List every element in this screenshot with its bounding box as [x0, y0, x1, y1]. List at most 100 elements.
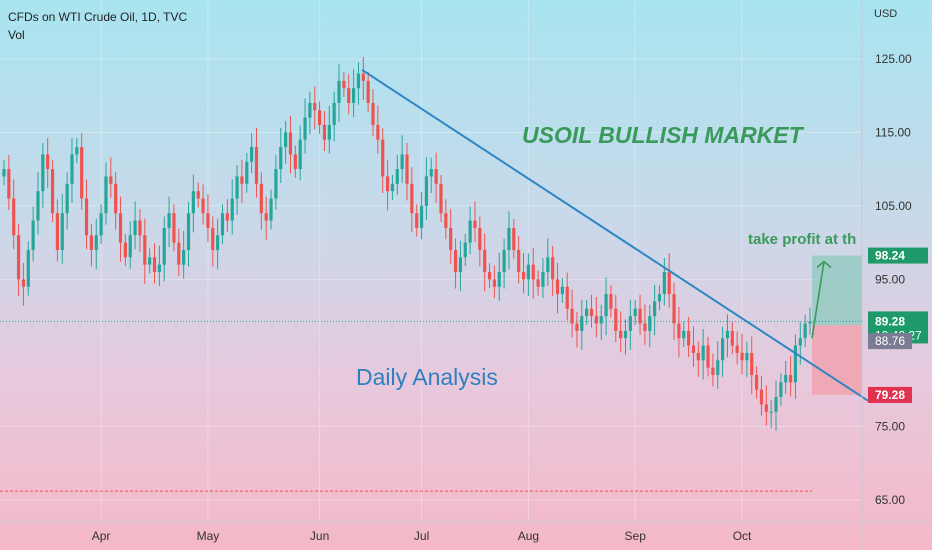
target-arrow-shaft: [811, 261, 825, 339]
candle-body: [313, 102, 317, 111]
trade-zones: [812, 255, 862, 395]
candle-body: [332, 102, 336, 125]
candle-body: [75, 147, 79, 155]
candle-body: [351, 88, 356, 103]
candle-body: [468, 220, 472, 243]
headline-annotation: USOIL BULLISH MARKET: [522, 122, 803, 148]
currency-label: USD: [874, 8, 898, 20]
candle-body: [12, 198, 16, 236]
subtitle-annotation: Daily Analysis: [356, 364, 498, 390]
x-tick-label: Jul: [414, 529, 429, 543]
candle-body: [546, 257, 550, 273]
candle-body: [541, 272, 545, 287]
candle-body: [225, 213, 229, 221]
candle-body: [458, 257, 463, 273]
candle-body: [347, 88, 351, 103]
volume-label: Vol: [8, 28, 25, 42]
candle-body: [279, 147, 283, 170]
candle-body: [682, 330, 686, 339]
candle-body: [580, 316, 584, 331]
x-tick-label: Sep: [625, 529, 647, 543]
candle-body: [507, 227, 511, 250]
candle-body: [565, 286, 569, 309]
candle-body: [759, 389, 764, 405]
candle-body: [41, 154, 45, 192]
x-tick-label: Jun: [310, 529, 329, 543]
price-tag-stop-bg: [868, 386, 912, 403]
candle-body: [483, 249, 487, 273]
candle-body: [293, 154, 297, 170]
candle-body: [764, 404, 768, 412]
candle-body: [721, 338, 725, 361]
candle-body: [191, 191, 195, 214]
candle-body: [526, 264, 530, 280]
levels: [0, 320, 862, 492]
candle-body: [182, 249, 186, 265]
candle-body: [366, 80, 370, 103]
candle-body: [687, 330, 691, 346]
candle-body: [123, 242, 127, 258]
candle-body: [570, 308, 574, 324]
candle-body: [497, 272, 501, 287]
candle-body: [750, 352, 754, 375]
candle-body: [235, 176, 239, 199]
candle-body: [220, 213, 225, 236]
candle-body: [211, 227, 215, 250]
candle-body: [594, 316, 598, 324]
candle-body: [104, 176, 108, 214]
candle-body: [250, 147, 254, 162]
grid: [0, 0, 862, 522]
trendline: [361, 69, 869, 402]
candle-body: [745, 352, 749, 361]
candle-body: [429, 169, 433, 177]
symbol-title: CFDs on WTI Crude Oil, 1D, TVC: [8, 10, 188, 24]
candle-body: [517, 249, 521, 273]
candle-body: [589, 308, 594, 317]
candle-body: [623, 330, 628, 339]
candle-body: [551, 257, 555, 280]
candle-body: [172, 213, 176, 243]
candle-body: [444, 213, 448, 228]
candle-body: [512, 227, 516, 250]
candle-body: [536, 279, 540, 287]
candle-body: [216, 235, 220, 250]
candle-body: [730, 330, 734, 346]
candle-body: [662, 272, 666, 295]
candle-body: [322, 124, 327, 140]
candle-body: [381, 139, 385, 177]
candle-body: [177, 242, 181, 265]
candle-body: [376, 124, 380, 140]
candle-body: [157, 264, 161, 273]
candle-body: [152, 257, 157, 273]
candle-body: [667, 272, 671, 295]
candle-body: [419, 205, 424, 228]
candle-body: [60, 213, 64, 250]
candle-body: [473, 220, 477, 228]
candle-body: [643, 323, 647, 331]
y-tick-label: 75.00: [875, 419, 905, 433]
candle-body: [405, 154, 409, 184]
candle-body: [784, 374, 788, 383]
candle-body: [162, 227, 166, 265]
candle-body: [298, 139, 302, 170]
candle-body: [186, 213, 191, 250]
candle-body: [395, 169, 399, 184]
candle-body: [274, 169, 278, 199]
candle-body: [696, 352, 700, 361]
candle-body: [55, 213, 60, 250]
candle-body: [609, 294, 613, 309]
y-tick-label: 125.00: [875, 52, 912, 66]
candle-body: [99, 213, 103, 236]
candle-body: [128, 235, 132, 258]
candle-body: [410, 183, 414, 214]
candle-body: [735, 345, 739, 353]
candle-body: [434, 169, 438, 184]
price-tag-last-label: 89.28: [875, 314, 905, 328]
candle-body: [16, 235, 21, 280]
candle-body: [449, 227, 453, 250]
candle-body: [604, 294, 608, 317]
take-profit-annotation: take profit at th: [748, 231, 857, 248]
candle-body: [657, 294, 662, 302]
target-zone: [812, 255, 862, 326]
